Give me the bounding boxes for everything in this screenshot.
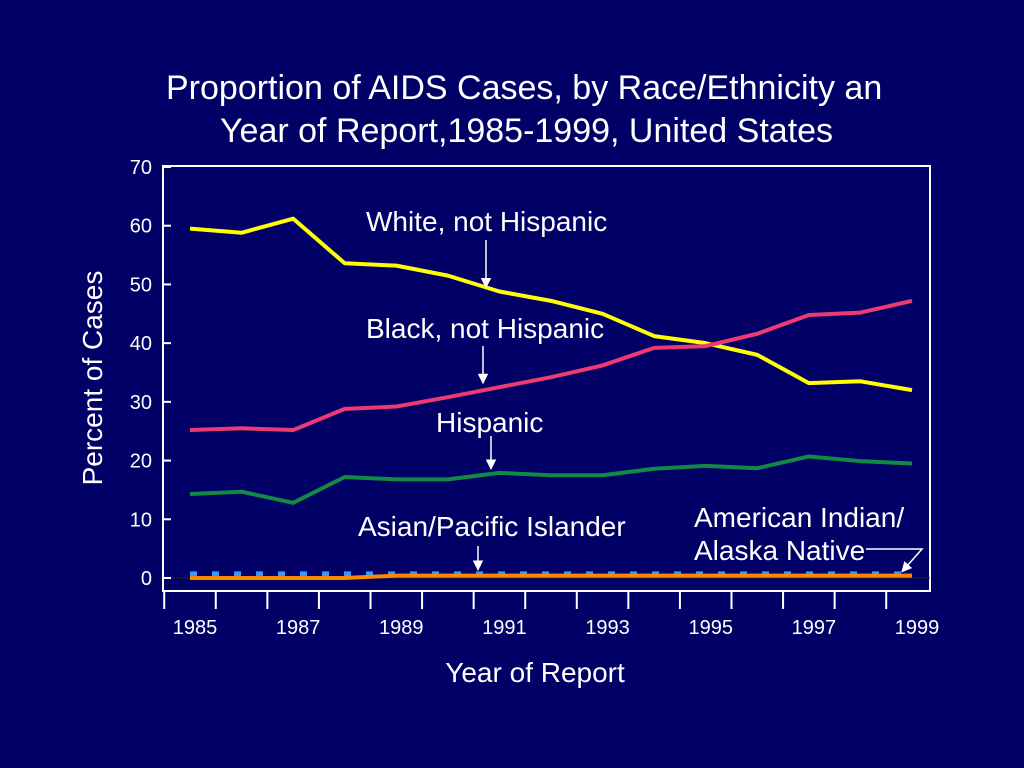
series-line-black-not-hispanic: [189, 298, 913, 433]
x-tick-label: 1989: [379, 617, 424, 639]
y-tick-label: 10: [130, 509, 152, 531]
y-tick-label: 30: [130, 392, 152, 414]
x-tick-label: 1991: [482, 617, 527, 639]
series-line-hispanic: [189, 454, 913, 505]
x-axis: 1985 1987 1989 1991 1993 1995 1997 1999: [163, 591, 940, 639]
x-tick-label: 1999: [895, 617, 940, 639]
x-tick-label: 1985: [173, 617, 218, 639]
x-tick-label: 1993: [585, 617, 630, 639]
series-annotation: Hispanic: [436, 407, 543, 438]
x-tick-label: 1987: [276, 617, 321, 639]
series-annotation: Asian/Pacific Islander: [358, 511, 626, 542]
x-tick-label: 1997: [792, 617, 837, 639]
y-axis: 0 10 20 30 40 50 60 70: [130, 157, 171, 590]
series-line-american-indian-alaska-native: [190, 573, 912, 580]
series-line-white-not-hispanic: [189, 216, 913, 393]
annotation-layer: White, not Hispanic Black, not Hispanic Hi…: [358, 206, 924, 573]
y-tick-label: 50: [130, 274, 152, 296]
series-annotation: Black, not Hispanic: [366, 313, 604, 344]
annotation-arrow: [866, 548, 924, 573]
y-tick-label: 60: [130, 216, 152, 238]
series-layer: [189, 216, 913, 580]
chart-title-line-2: Year of Report,1985-1999, United States: [220, 112, 834, 150]
y-tick-label: 40: [130, 333, 152, 355]
chart-title-line-1: Proportion of AIDS Cases, by Race/Ethnic…: [166, 69, 883, 107]
y-tick-label: 20: [130, 451, 152, 473]
series-annotation: White, not Hispanic: [366, 206, 607, 237]
y-tick-label: 70: [130, 157, 152, 179]
x-tick-label: 1995: [688, 617, 733, 639]
plot-area-frame: [162, 165, 931, 592]
series-annotation: American Indian/Alaska Native: [694, 502, 904, 566]
x-axis-label: Year of Report: [445, 657, 625, 688]
y-tick-label: 0: [141, 568, 152, 590]
y-axis-label: Percent of Cases: [77, 271, 108, 486]
